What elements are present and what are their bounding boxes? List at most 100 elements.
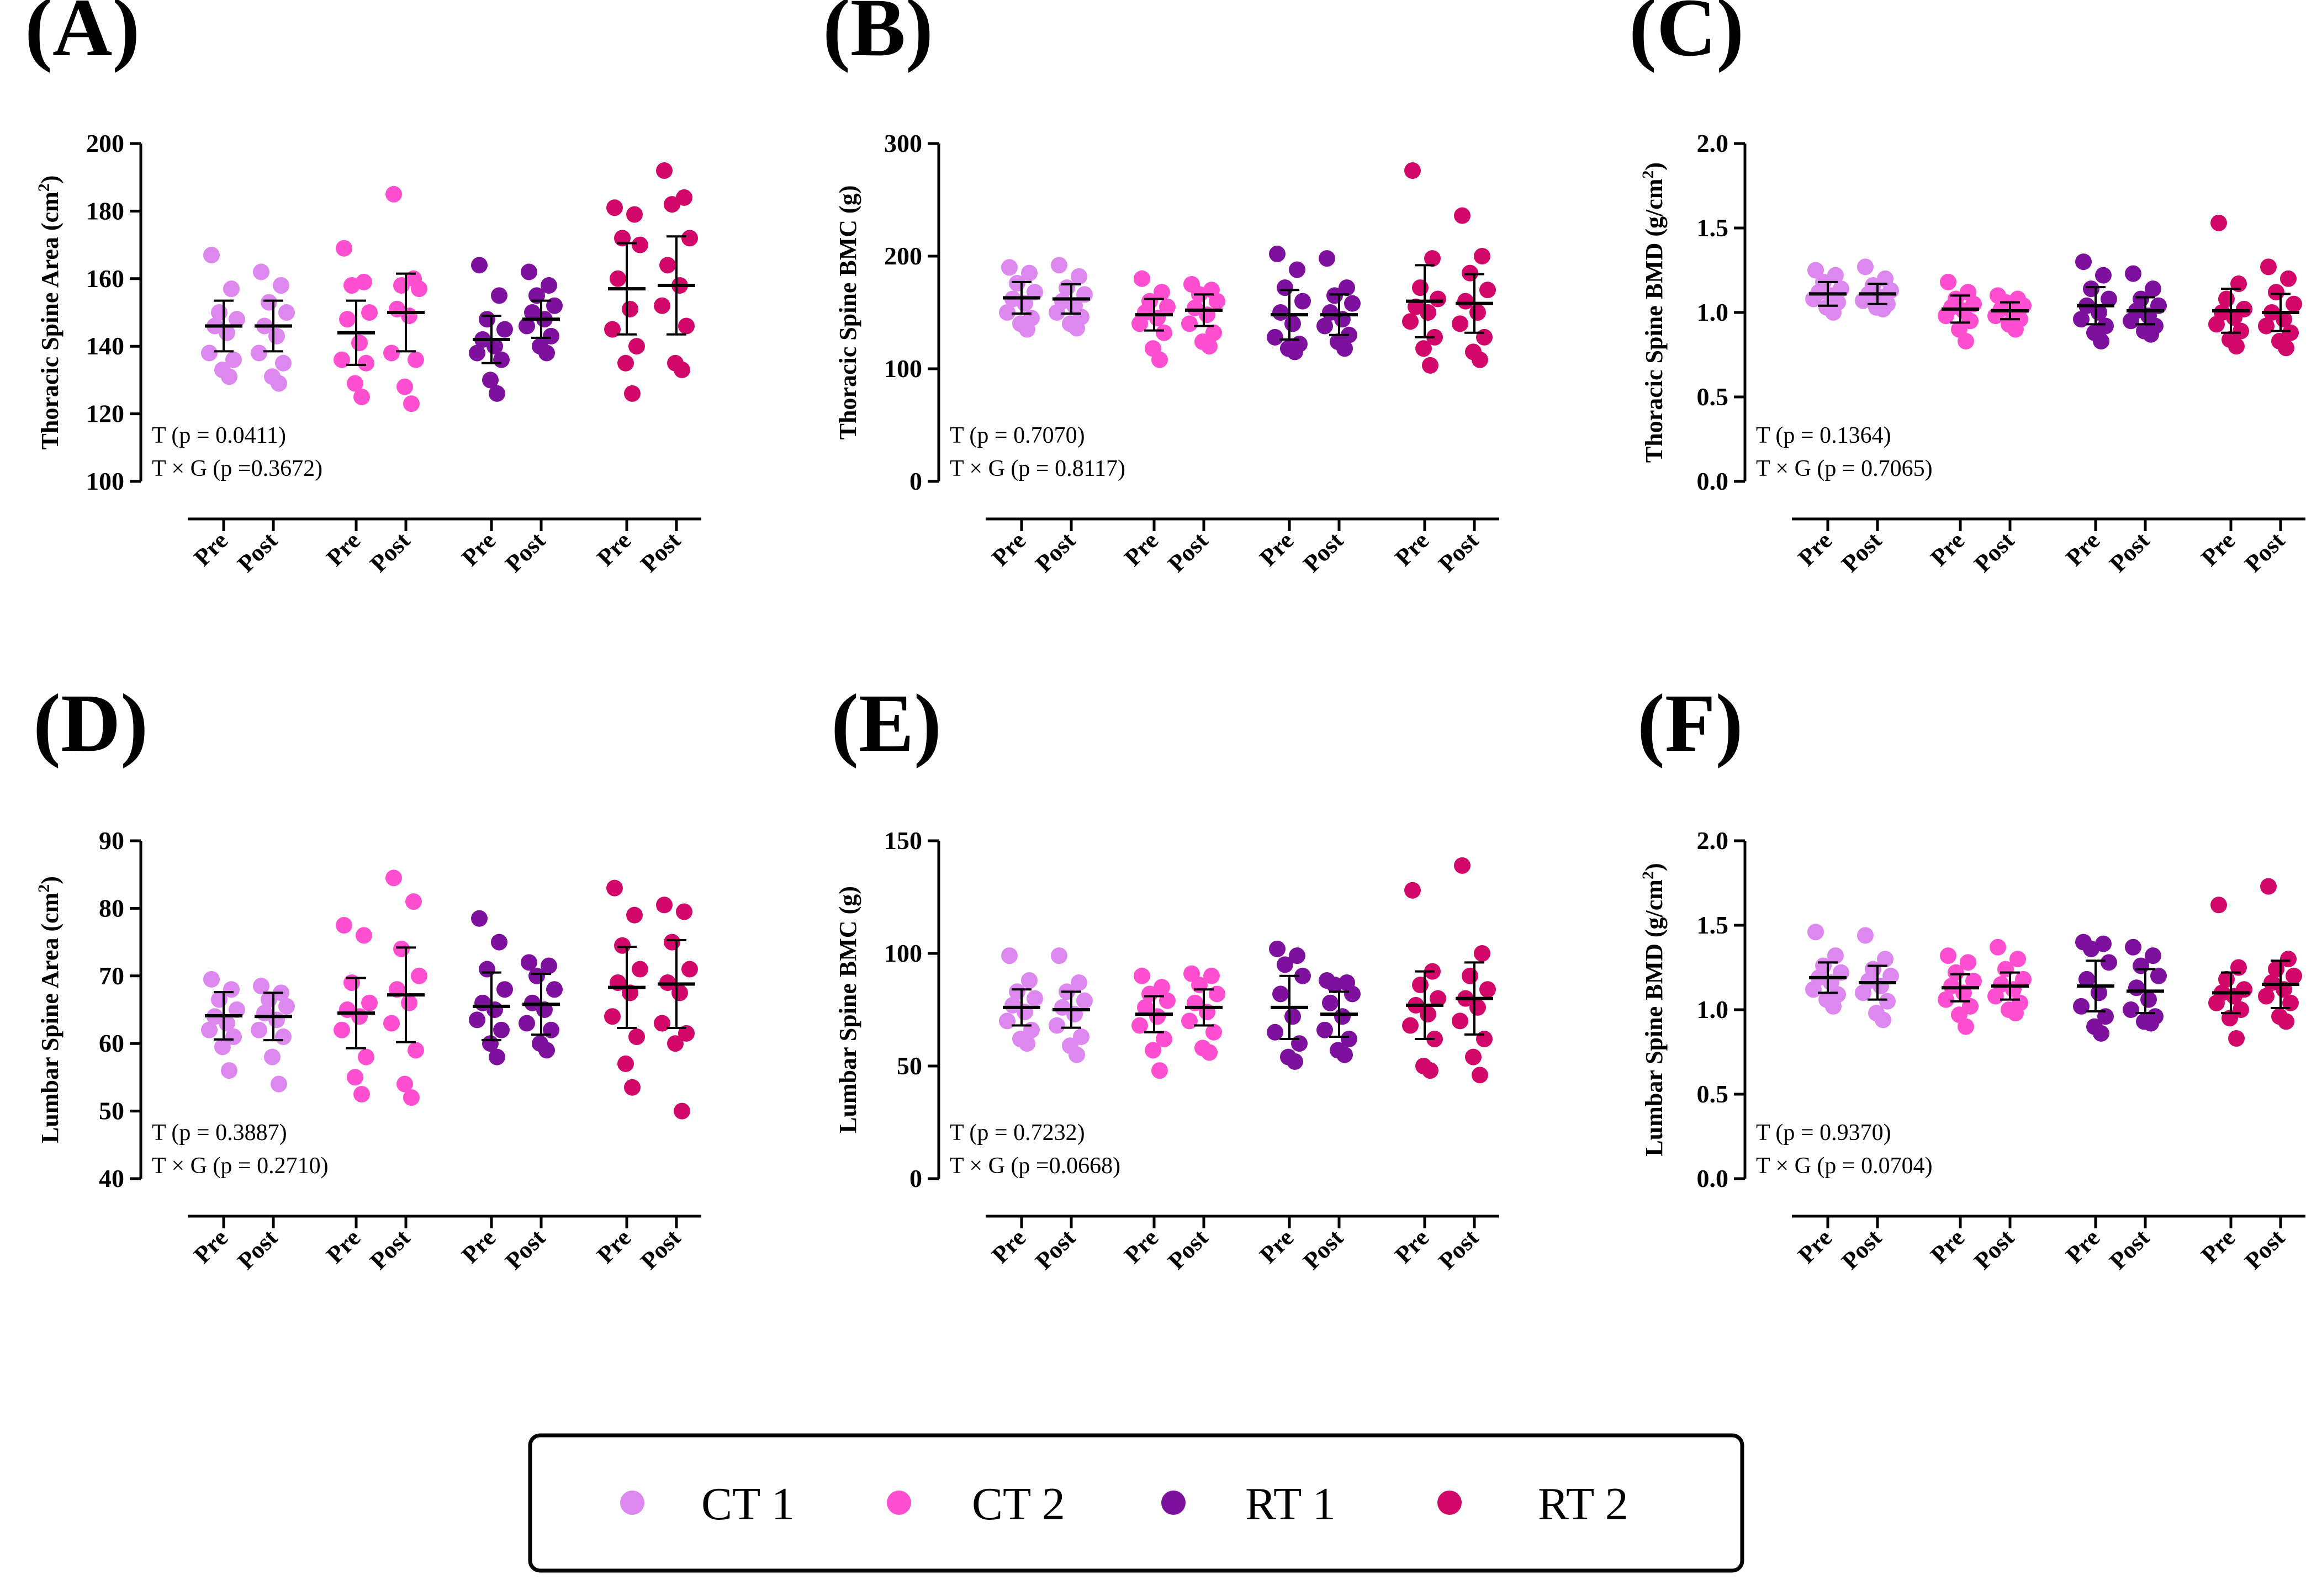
data-point bbox=[1462, 264, 1478, 282]
data-point bbox=[1287, 1053, 1303, 1070]
data-point bbox=[489, 385, 505, 402]
legend: CT 1 CT 2 RT 1 RT 2 bbox=[528, 1433, 1744, 1573]
data-point bbox=[1149, 310, 1166, 327]
data-point bbox=[2260, 258, 2277, 275]
data-point bbox=[2133, 957, 2149, 974]
data-point bbox=[2263, 974, 2280, 991]
stat-annotation: T × G (p =0.0668) bbox=[950, 1153, 1120, 1179]
data-point bbox=[1958, 333, 1974, 350]
data-point bbox=[496, 981, 513, 998]
data-point bbox=[546, 981, 563, 998]
data-point bbox=[275, 354, 292, 372]
data-point bbox=[1049, 1017, 1065, 1034]
data-point bbox=[383, 1015, 400, 1032]
data-point bbox=[1159, 298, 1176, 315]
data-point bbox=[1990, 938, 2006, 956]
x-tick-label: Post bbox=[1433, 527, 1484, 577]
data-point bbox=[1277, 279, 1293, 296]
data-point bbox=[1322, 304, 1339, 321]
data-point bbox=[521, 954, 537, 971]
data-point bbox=[1051, 257, 1067, 274]
data-point bbox=[1474, 945, 1490, 962]
data-point bbox=[229, 311, 245, 328]
y-tick-label: 90 bbox=[99, 826, 124, 855]
chart-panel-f: (F) 0.0 0.5 1.0 1.5 2.0 Lumbar Spine BMD (g/cm… bbox=[1637, 677, 2305, 1275]
data-point bbox=[2280, 951, 2297, 968]
y-tick-label: 100 bbox=[86, 467, 124, 495]
y-tick-label: 0.0 bbox=[1697, 1164, 1729, 1192]
y-tick-label: 1.0 bbox=[1697, 995, 1729, 1024]
data-point bbox=[396, 378, 413, 395]
data-point bbox=[656, 162, 673, 179]
x-tick-label: Post bbox=[500, 527, 551, 577]
x-tick-label: Post bbox=[1433, 1224, 1484, 1275]
x-tick-label: Pre bbox=[1925, 1224, 1970, 1269]
data-point bbox=[1479, 282, 1496, 299]
data-point bbox=[401, 994, 417, 1011]
data-point bbox=[489, 1048, 505, 1065]
x-tick-label: Pre bbox=[456, 527, 501, 571]
y-tick-label: 0 bbox=[909, 1164, 922, 1192]
x-tick-label: Pre bbox=[1792, 1224, 1837, 1269]
data-point bbox=[1462, 967, 1478, 984]
y-tick-label: 300 bbox=[884, 129, 922, 157]
y-tick-label: 70 bbox=[99, 962, 124, 990]
data-point bbox=[678, 1025, 695, 1042]
panel-label: (E) bbox=[831, 677, 942, 769]
panel-label: (B) bbox=[823, 0, 933, 73]
data-point bbox=[2258, 317, 2275, 335]
data-point bbox=[541, 957, 557, 974]
data-point bbox=[659, 257, 676, 274]
data-point bbox=[358, 1048, 374, 1065]
chart-panel-d: (D) 40 50 60 70 80 90 Lumbar Spine Area (cm2) Pr… bbox=[33, 677, 701, 1275]
data-point bbox=[656, 897, 673, 914]
x-tick-label: Post bbox=[1969, 1224, 2019, 1275]
data-point bbox=[2101, 290, 2117, 307]
data-point bbox=[356, 927, 372, 944]
y-axis-label: Thoracic Spine BMD (g/cm2) bbox=[1639, 162, 1668, 463]
data-point bbox=[538, 1042, 555, 1059]
y-tick-label: 1.0 bbox=[1697, 298, 1729, 326]
data-point bbox=[1137, 999, 1154, 1016]
data-point bbox=[521, 263, 537, 280]
data-point bbox=[1319, 250, 1335, 267]
data-point bbox=[223, 981, 240, 998]
data-point bbox=[2145, 947, 2161, 964]
data-point bbox=[1069, 1046, 1085, 1063]
data-point bbox=[1805, 981, 1822, 998]
legend-label: CT 1 bbox=[701, 1478, 795, 1530]
data-point bbox=[1054, 999, 1071, 1016]
legend-label: RT 2 bbox=[1538, 1478, 1628, 1530]
data-point bbox=[1205, 1024, 1222, 1041]
data-point bbox=[1879, 993, 1896, 1010]
data-point bbox=[2150, 967, 2167, 984]
data-point bbox=[1009, 274, 1025, 291]
data-point bbox=[1001, 947, 1018, 964]
data-point bbox=[1019, 1035, 1035, 1052]
data-point bbox=[411, 280, 427, 298]
data-point bbox=[664, 934, 680, 951]
data-point bbox=[1336, 340, 1353, 357]
data-point bbox=[1469, 999, 1486, 1016]
panel-label: (D) bbox=[33, 677, 148, 769]
data-point bbox=[519, 1015, 535, 1032]
y-tick-label: 0 bbox=[909, 467, 922, 495]
data-point bbox=[2143, 1015, 2159, 1032]
data-point bbox=[1965, 972, 1982, 989]
data-point bbox=[1205, 324, 1222, 341]
data-point bbox=[617, 354, 634, 372]
data-point bbox=[1404, 162, 1421, 179]
data-point bbox=[275, 1028, 292, 1045]
data-point bbox=[1001, 259, 1018, 276]
data-point bbox=[1131, 1017, 1148, 1034]
data-point bbox=[2083, 280, 2099, 298]
data-point bbox=[1873, 978, 1889, 995]
data-point bbox=[1420, 1006, 1436, 1023]
data-point bbox=[1943, 978, 1960, 995]
data-point bbox=[1422, 1062, 1438, 1079]
stat-annotation: T × G (p = 0.2710) bbox=[152, 1153, 329, 1179]
y-tick-label: 100 bbox=[884, 939, 922, 967]
data-point bbox=[1154, 284, 1170, 301]
data-point bbox=[2260, 878, 2277, 895]
x-tick-label: Post bbox=[1969, 527, 2019, 577]
